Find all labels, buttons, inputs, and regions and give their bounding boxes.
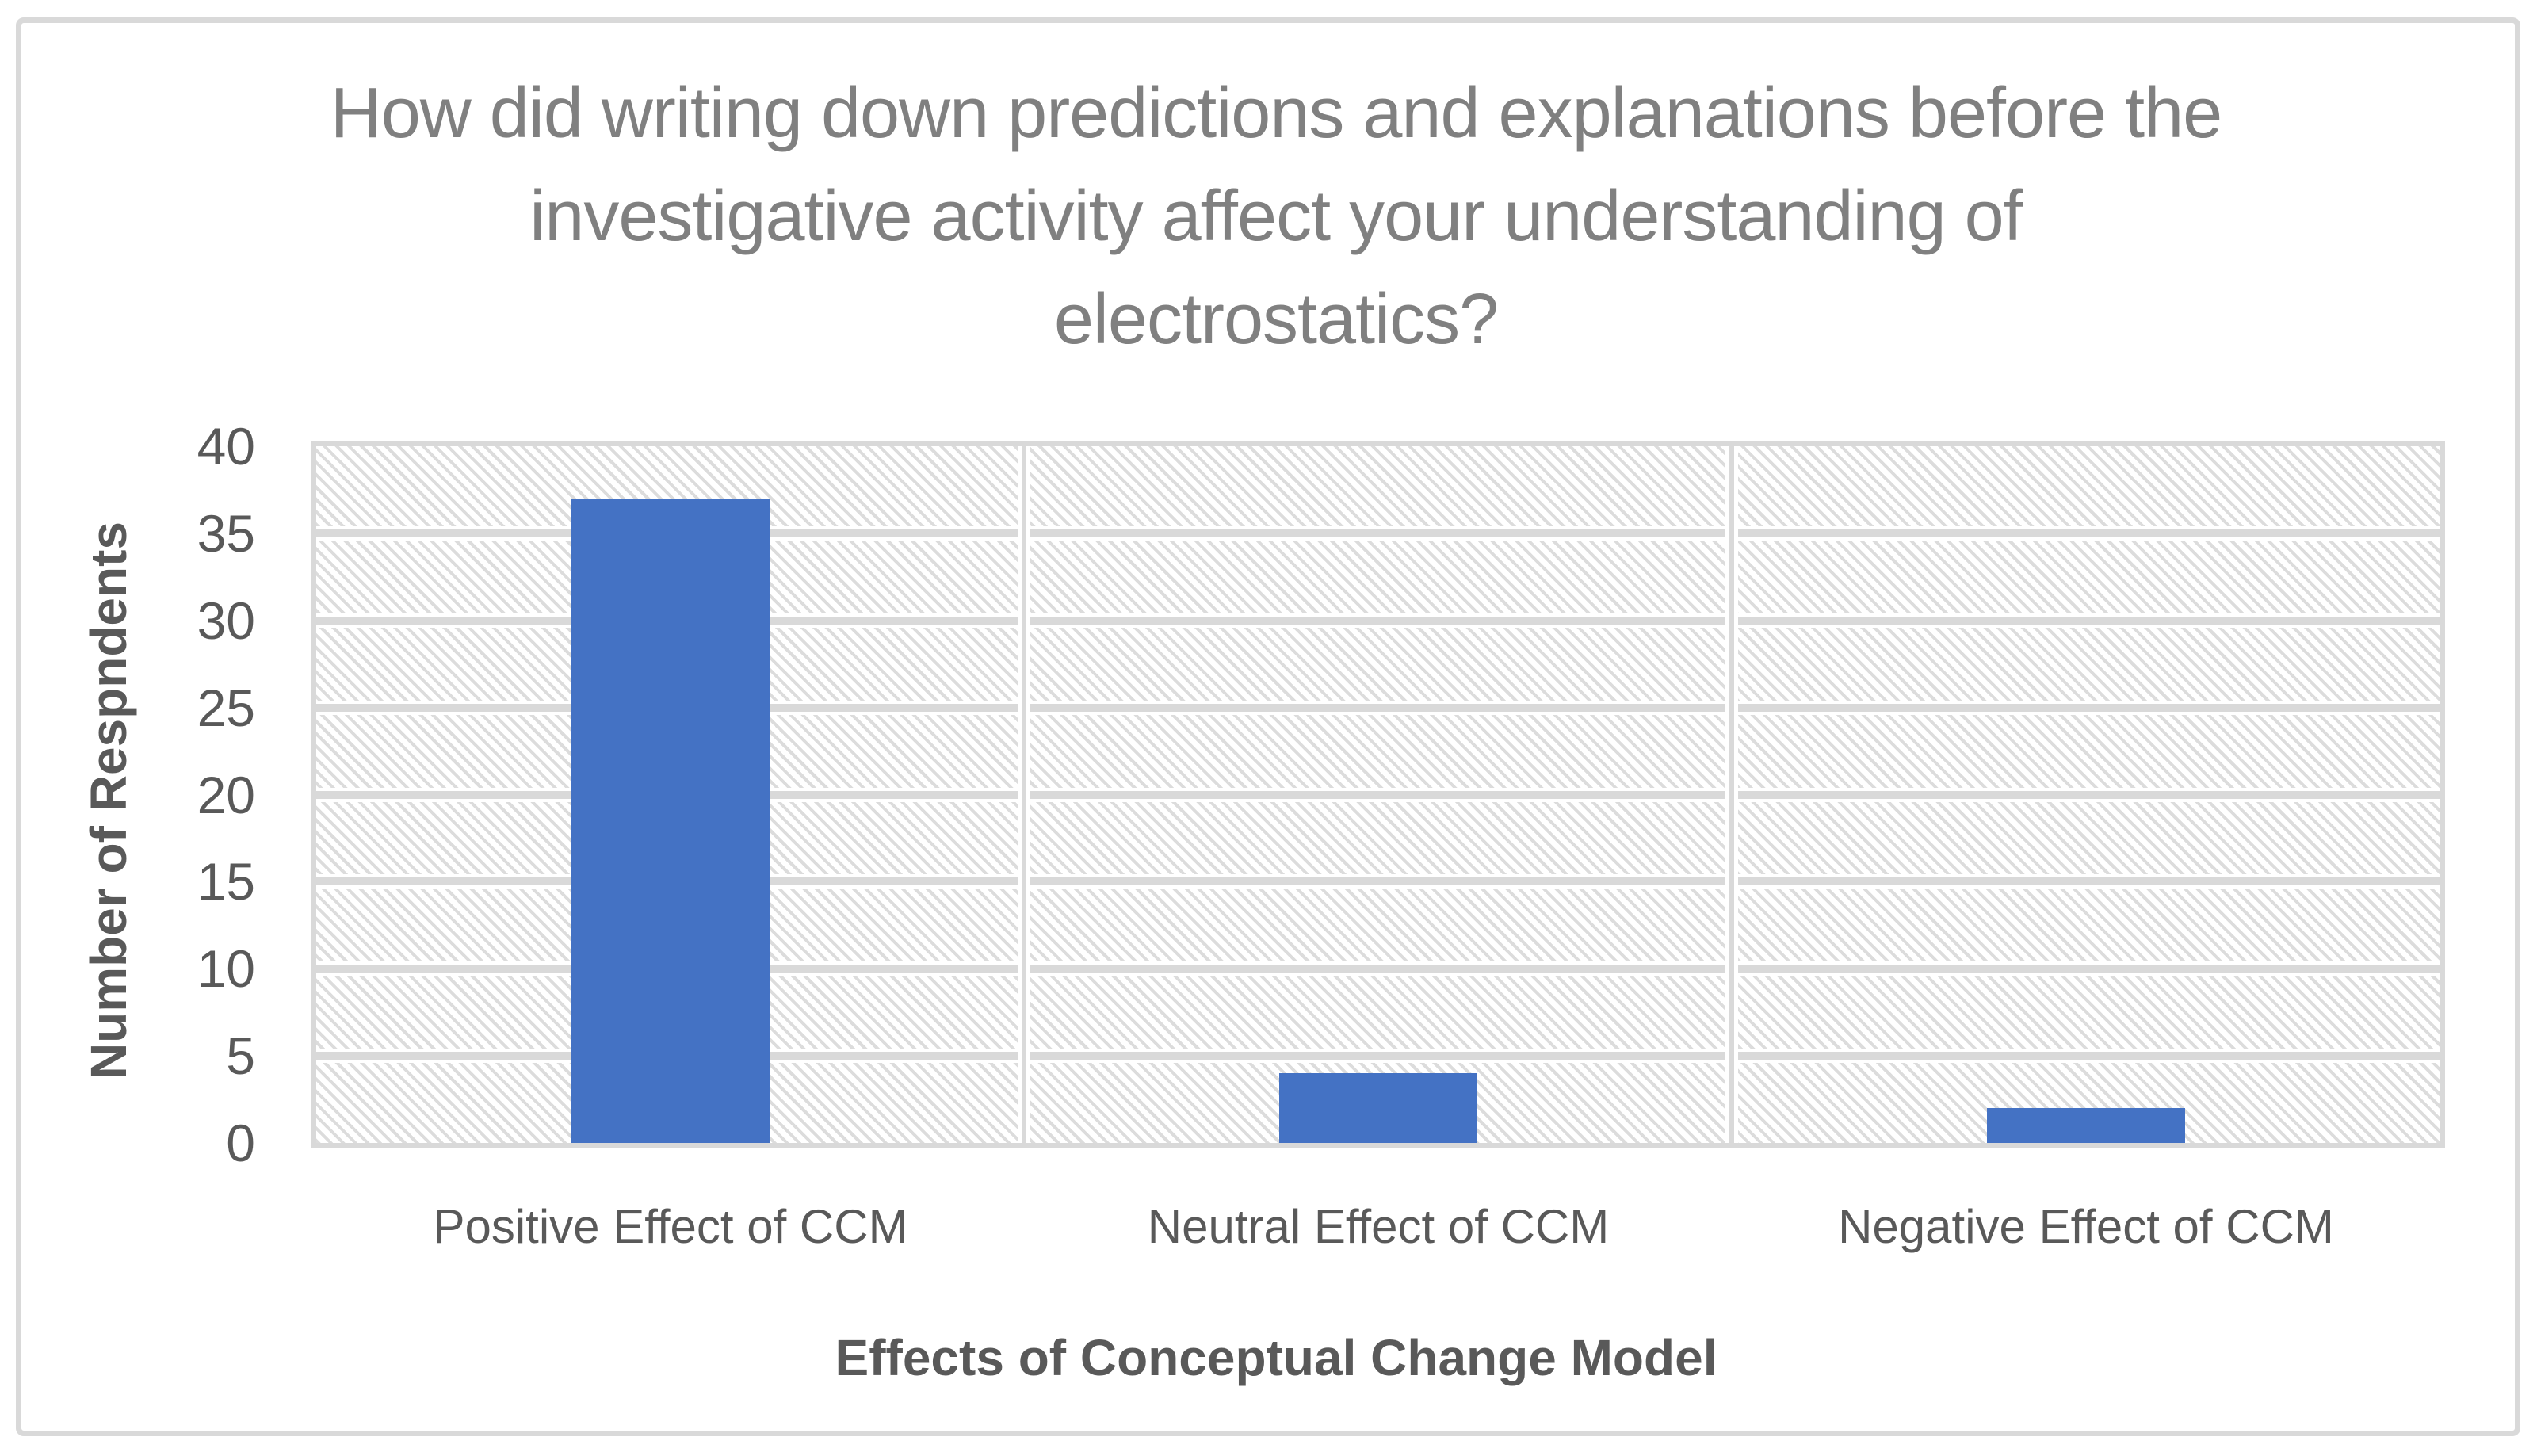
y-tick-label-5: 5 <box>226 1026 255 1085</box>
gridline-y-35 <box>316 526 2440 541</box>
bar-neutral-effect-of-ccm <box>1279 1073 1477 1143</box>
y-tick-label-0: 0 <box>226 1114 255 1172</box>
gridline-y-5 <box>316 1049 2440 1063</box>
x-category-label-1: Positive Effect of CCM <box>433 1200 908 1253</box>
y-tick-label-30: 30 <box>197 591 255 650</box>
category-separator-1 <box>1018 446 1030 1143</box>
y-tick-label-25: 25 <box>197 678 255 737</box>
plot-area <box>311 441 2445 1148</box>
gridline-y-15 <box>316 874 2440 889</box>
chart-title-line-3: electrostatics? <box>1053 280 1499 359</box>
bar-negative-effect-of-ccm <box>1987 1108 2185 1143</box>
category-separator-2 <box>1725 446 1738 1143</box>
gridline-y-20 <box>316 788 2440 802</box>
chart-title: How did writing down predictions and exp… <box>246 62 2306 371</box>
x-category-label-2: Neutral Effect of CCM <box>1147 1200 1610 1253</box>
gridline-y-30 <box>316 613 2440 628</box>
y-tick-label-35: 35 <box>197 504 255 563</box>
x-category-label-3: Negative Effect of CCM <box>1838 1200 2334 1253</box>
gridline-y-10 <box>316 961 2440 976</box>
bar-positive-effect-of-ccm <box>571 499 770 1143</box>
gridline-y-25 <box>316 701 2440 715</box>
chart-title-line-1: How did writing down predictions and exp… <box>330 74 2222 153</box>
x-axis-title: Effects of Conceptual Change Model <box>835 1329 1717 1386</box>
y-tick-label-40: 40 <box>197 417 255 476</box>
y-tick-label-20: 20 <box>197 766 255 824</box>
chart-title-line-2: investigative activity affect your under… <box>529 177 2023 256</box>
y-tick-label-15: 15 <box>197 852 255 911</box>
y-tick-label-10: 10 <box>197 939 255 998</box>
